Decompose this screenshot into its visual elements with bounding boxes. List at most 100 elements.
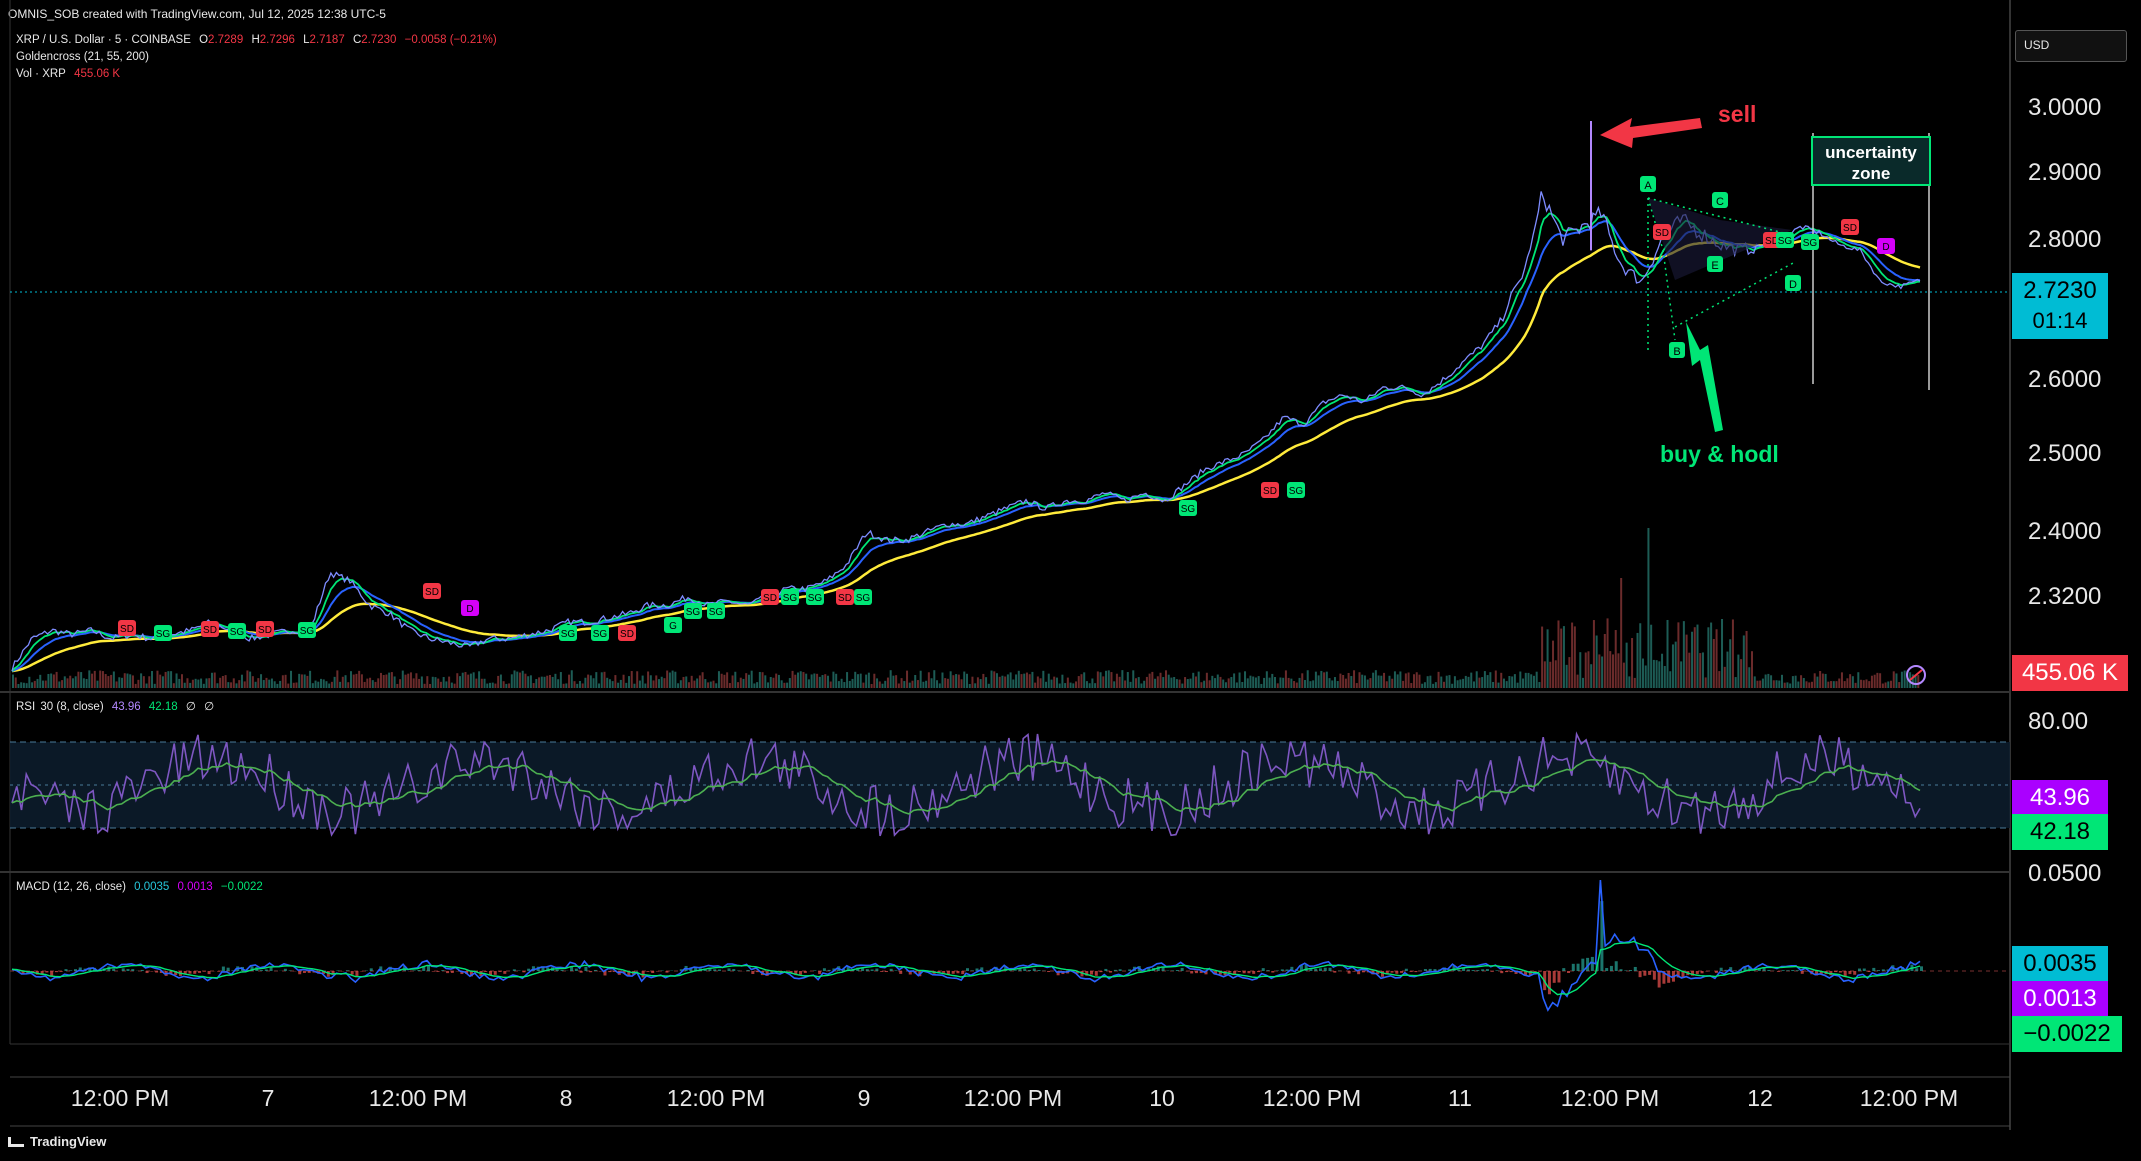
macd-legend[interactable]: MACD (12, 26, close) 0.0035 0.0013 −0.00…: [16, 881, 263, 893]
pattern-point-box: [1669, 342, 1685, 358]
macd-hist-bar: [1910, 964, 1914, 971]
indicator-legend[interactable]: Goldencross (21, 55, 200): [16, 51, 149, 63]
volume-bar: [448, 676, 451, 688]
volume-bar: [360, 674, 363, 688]
volume-bar: [538, 677, 541, 688]
volume-bar: [1080, 674, 1083, 688]
volume-bar: [1143, 680, 1146, 688]
macd-hist-bar: [1347, 971, 1351, 974]
volume-bar: [1546, 629, 1549, 688]
volume-bar: [739, 677, 742, 688]
volume-bar: [1159, 672, 1162, 688]
signal-box: [591, 625, 609, 641]
volume-bar: [1328, 678, 1331, 688]
macd-hist-bar: [298, 971, 302, 975]
macd-hist-bar: [88, 967, 92, 971]
volume-bar: [1151, 671, 1154, 688]
tradingview-logo[interactable]: TradingView: [8, 1134, 106, 1149]
volume-bar: [399, 679, 402, 688]
macd-hist-bar: [527, 968, 531, 971]
signal-box: [781, 589, 799, 605]
volume-bar: [1497, 682, 1500, 688]
volume-bar: [756, 682, 759, 688]
volume-bar: [464, 671, 467, 688]
rsi-legend[interactable]: RSI 30 (8, close) 43.96 42.18 ∅ ∅: [16, 701, 215, 713]
macd-hist-bar: [1762, 967, 1766, 971]
volume-bar: [409, 672, 412, 688]
volume-bar: [1246, 678, 1249, 688]
volume-legend[interactable]: Vol · XRP 455.06 K: [16, 68, 121, 80]
macd-hist-bar: [942, 971, 946, 973]
volume-bar: [535, 678, 538, 688]
alert-icon[interactable]: [1906, 665, 1926, 685]
volume-bar: [1309, 681, 1312, 688]
volume-bar: [390, 672, 393, 688]
volume-bar: [1780, 674, 1783, 688]
volume-bar: [886, 677, 889, 688]
volume-bar: [995, 673, 998, 688]
volume-bar: [1126, 672, 1129, 688]
signal-box: [228, 623, 246, 639]
signal-box: [1877, 238, 1895, 254]
volume-bar: [1870, 675, 1873, 688]
macd-hist-bar: [83, 968, 87, 971]
volume-bar: [1554, 660, 1557, 688]
volume-bar: [1535, 671, 1538, 688]
macd-hist-bar: [1853, 971, 1857, 975]
volume-bar: [1462, 678, 1465, 688]
volume-bar: [679, 680, 682, 688]
volume-bar: [129, 674, 132, 688]
volume-bar: [1284, 670, 1287, 688]
volume-bar: [309, 670, 312, 688]
volume-bar: [821, 675, 824, 688]
volume-bar: [349, 671, 352, 688]
currency-button[interactable]: USD: [2015, 30, 2127, 62]
volume-bar: [1614, 630, 1617, 688]
volume-bar: [1562, 626, 1565, 688]
macd-hist-bar: [1900, 967, 1904, 971]
volume-bar: [1388, 675, 1391, 688]
macd-hist-bar: [627, 971, 631, 976]
volume-bar: [1096, 671, 1099, 688]
volume-bar: [1055, 677, 1058, 688]
volume-bar: [1810, 681, 1813, 688]
volume-bar: [159, 674, 162, 688]
volume-bar: [1216, 674, 1219, 688]
macd-hist-bar: [1915, 968, 1919, 971]
volume-bar: [232, 678, 235, 688]
macd-hist-bar: [560, 969, 564, 971]
macd-hist-bar: [822, 968, 826, 971]
macd-hist-bar: [698, 968, 702, 971]
macd-hist-bar: [1810, 971, 1814, 975]
volume-bar: [377, 678, 380, 688]
volume-bar: [483, 678, 486, 688]
macd-hist-bar: [1552, 971, 1556, 983]
volume-bar: [1426, 676, 1429, 688]
buy-label: buy & hodl: [1660, 441, 1779, 467]
volume-bar: [1134, 678, 1137, 688]
macd-hist-bar: [541, 966, 545, 971]
volume-bar: [300, 674, 303, 688]
volume-bar: [404, 674, 407, 688]
macd-hist-bar: [1748, 966, 1752, 971]
macd-hist-bar: [1085, 971, 1089, 976]
volume-bar: [396, 683, 399, 688]
volume-bar: [1737, 654, 1740, 688]
macd-hist-bar: [1495, 970, 1499, 971]
macd-hist-bar: [1256, 971, 1260, 973]
volume-bar: [873, 673, 876, 688]
volume-bar: [1620, 578, 1623, 688]
volume-bar: [1718, 671, 1721, 688]
macd-hist-bar: [112, 968, 116, 971]
volume-bar: [131, 675, 134, 688]
volume-bar: [1377, 675, 1380, 688]
symbol-legend[interactable]: XRP / U.S. Dollar · 5 · COINBASE O2.7289…: [16, 34, 502, 46]
macd-hist-bar: [1357, 971, 1361, 975]
volume-bar: [518, 672, 521, 688]
volume-bar: [1508, 676, 1511, 688]
volume-bar: [254, 681, 257, 688]
volume-bar: [1906, 670, 1909, 688]
volume-bar: [1036, 676, 1039, 688]
volume-bar: [1565, 664, 1568, 688]
volume-bar: [775, 673, 778, 688]
